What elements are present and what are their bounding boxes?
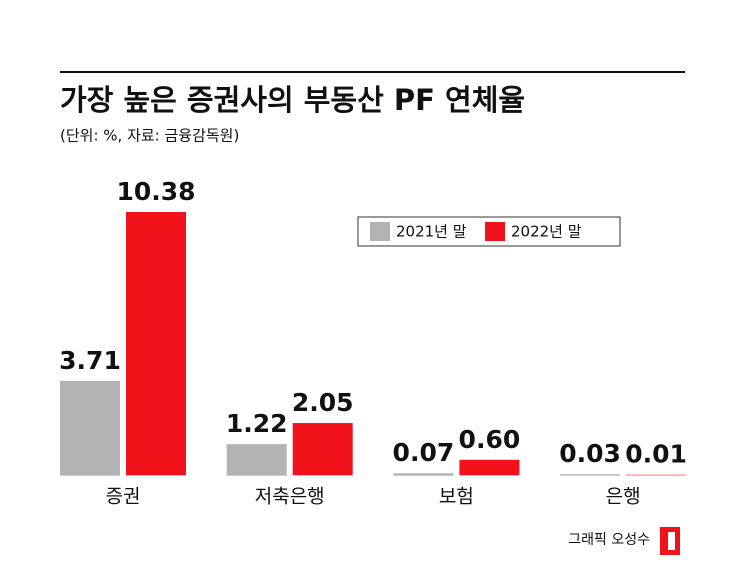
value-label: 10.38	[116, 177, 195, 206]
chart-subtitle: (단위: %, 자료: 금융감독원)	[60, 127, 239, 145]
legend-label: 2021년 말	[396, 223, 467, 241]
x-tick-label: 증권	[106, 486, 141, 508]
bar	[459, 459, 520, 475]
chart-title: 가장 높은 증권사의 부동산 PF 연체율	[60, 83, 525, 117]
x-tick-label: 은행	[606, 486, 641, 508]
value-label: 2.05	[292, 388, 354, 417]
logo	[660, 527, 680, 555]
x-tick-label: 보험	[439, 486, 474, 508]
legend-swatch	[485, 222, 505, 241]
x-tick-label: 저축은행	[255, 486, 325, 508]
bar	[226, 444, 287, 475]
bar	[60, 380, 120, 475]
value-label: 0.07	[393, 438, 455, 467]
bar	[560, 474, 621, 475]
legend-label: 2022년 말	[511, 223, 582, 241]
legend-swatch	[370, 222, 390, 241]
bar	[393, 473, 454, 475]
bar	[126, 212, 186, 475]
value-label: 0.03	[559, 439, 621, 468]
bar	[292, 423, 353, 475]
value-label: 0.01	[625, 440, 687, 469]
value-label: 3.71	[59, 346, 121, 375]
credit: 그래픽 오성수	[568, 532, 650, 548]
value-label: 1.22	[226, 409, 288, 438]
value-label: 0.60	[459, 425, 521, 454]
